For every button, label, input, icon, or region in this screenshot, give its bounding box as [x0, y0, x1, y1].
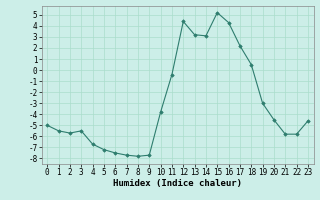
X-axis label: Humidex (Indice chaleur): Humidex (Indice chaleur) — [113, 179, 242, 188]
